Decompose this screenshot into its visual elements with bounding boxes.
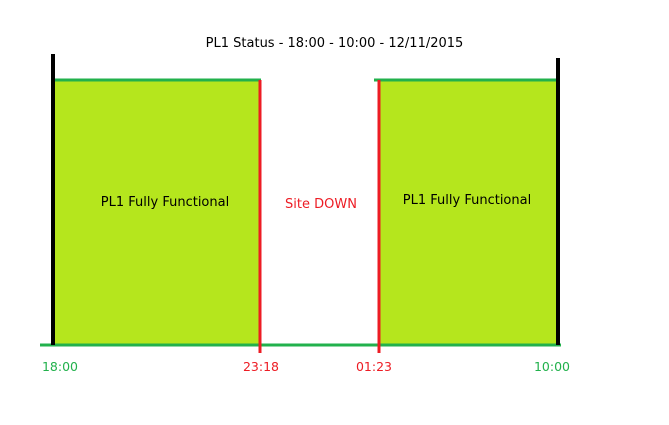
segment-label-site-down: Site DOWN xyxy=(285,197,357,212)
segment-label-functional-1: PL1 Fully Functional xyxy=(100,195,230,210)
functional-block-left xyxy=(53,80,260,345)
tick-label-23-18: 23:18 xyxy=(242,359,280,374)
tick-label-10-00: 10:00 xyxy=(533,359,571,374)
functional-block-right xyxy=(379,80,558,345)
diagram-title: PL1 Status - 18:00 - 10:00 - 12/11/2015 xyxy=(205,36,464,51)
tick-label-01-23: 01:23 xyxy=(355,359,393,374)
segment-label-functional-2: PL1 Fully Functional xyxy=(402,193,532,208)
tick-label-18-00: 18:00 xyxy=(41,359,79,374)
